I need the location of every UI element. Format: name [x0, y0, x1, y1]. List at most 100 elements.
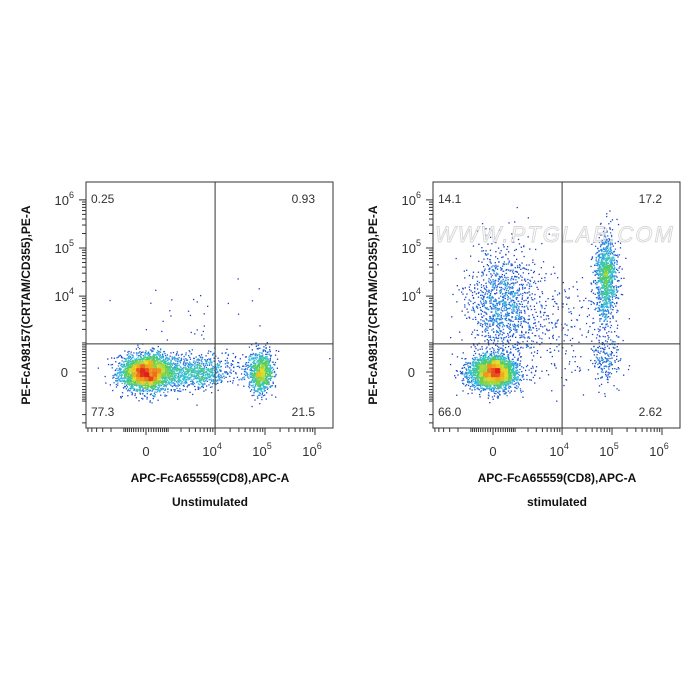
- event-dot: [121, 380, 123, 382]
- event-dot: [140, 362, 142, 364]
- event-dot: [142, 390, 145, 393]
- event-dot: [150, 389, 152, 391]
- event-dot: [218, 373, 220, 375]
- event-dot: [250, 373, 252, 375]
- event-dot: [167, 366, 170, 368]
- event-dot: [163, 364, 165, 367]
- event-dot: [137, 361, 140, 364]
- event-dot: [274, 386, 277, 388]
- event-dot: [209, 375, 211, 378]
- event-dot: [158, 357, 160, 359]
- event-dot: [164, 380, 166, 382]
- event-dot: [245, 362, 247, 364]
- event-dot: [131, 377, 133, 379]
- event-dot: [183, 383, 185, 385]
- event-dot: [157, 372, 159, 375]
- event-dot: [270, 372, 273, 375]
- event-dot: [257, 354, 259, 357]
- event-dot: [262, 357, 264, 359]
- x-tick-label: 105: [252, 441, 271, 459]
- event-dot: [131, 387, 133, 389]
- event-dot: [132, 373, 134, 375]
- event-dot: [112, 375, 114, 377]
- event-dot: [257, 364, 260, 366]
- event-dot: [132, 366, 134, 368]
- event-dot: [182, 368, 184, 370]
- event-dot: [120, 368, 122, 370]
- event-dot: [258, 360, 260, 362]
- event-dot: [147, 363, 149, 365]
- event-dot: [153, 359, 155, 362]
- event-dot: [133, 374, 135, 376]
- event-dot: [130, 381, 132, 383]
- event-dot: [264, 362, 266, 364]
- event-dot: [185, 371, 187, 373]
- event-dot: [258, 383, 260, 385]
- event-dot: [265, 366, 267, 368]
- event-dot: [130, 359, 132, 361]
- event-dot: [247, 364, 249, 366]
- event-dot: [198, 372, 200, 374]
- event-dot: [133, 362, 135, 364]
- event-dot: [139, 392, 141, 394]
- event-dot: [263, 388, 265, 390]
- event-dot: [129, 355, 132, 358]
- event-dot: [206, 372, 208, 374]
- event-dot: [150, 387, 153, 389]
- event-dot: [142, 386, 144, 389]
- event-dot: [196, 366, 198, 368]
- event-dot: [119, 367, 121, 369]
- event-dot: [487, 397, 489, 399]
- event-dot: [249, 355, 251, 357]
- event-dot: [131, 364, 133, 366]
- event-dot: [129, 380, 131, 382]
- event-dot: [172, 377, 175, 379]
- event-dot: [126, 365, 128, 367]
- event-dot: [159, 365, 161, 367]
- event-dot: [153, 374, 155, 376]
- event-dot: [257, 366, 259, 368]
- event-dot: [167, 371, 169, 373]
- event-dot: [145, 379, 147, 382]
- event-dot: [97, 367, 99, 369]
- event-dot: [261, 370, 263, 372]
- event-dot: [256, 390, 258, 392]
- event-dot: [160, 382, 162, 384]
- event-dot: [255, 358, 257, 360]
- event-dot: [177, 385, 179, 387]
- event-dot: [182, 369, 184, 372]
- event-dot: [208, 358, 210, 360]
- event-dot: [111, 367, 113, 369]
- event-dot: [266, 386, 268, 388]
- event-dot: [256, 371, 258, 374]
- event-dot: [147, 383, 149, 385]
- event-dot: [208, 371, 210, 373]
- event-dot: [138, 376, 140, 378]
- event-dot: [198, 376, 200, 378]
- event-dot: [136, 362, 139, 364]
- event-dot: [213, 360, 215, 362]
- event-dot: [198, 366, 200, 369]
- event-dot: [242, 354, 244, 356]
- event-dot: [151, 372, 153, 375]
- event-dot: [249, 390, 252, 392]
- event-dot: [160, 376, 163, 379]
- event-dot: [201, 367, 203, 369]
- event-dot: [162, 364, 164, 366]
- event-dot: [123, 363, 125, 366]
- event-dot: [126, 375, 129, 377]
- event-dot: [152, 370, 154, 372]
- event-dot: [191, 369, 194, 371]
- event-dot: [260, 360, 262, 362]
- event-dot: [123, 379, 126, 381]
- event-dot: [189, 391, 191, 393]
- event-dot: [138, 379, 141, 382]
- event-dot: [179, 377, 182, 379]
- event-dot: [210, 368, 212, 370]
- event-dot: [252, 378, 254, 380]
- event-dot: [128, 376, 130, 378]
- event-dot: [254, 390, 256, 392]
- event-dot: [254, 389, 256, 391]
- event-dot: [211, 371, 213, 373]
- event-dot: [166, 339, 168, 341]
